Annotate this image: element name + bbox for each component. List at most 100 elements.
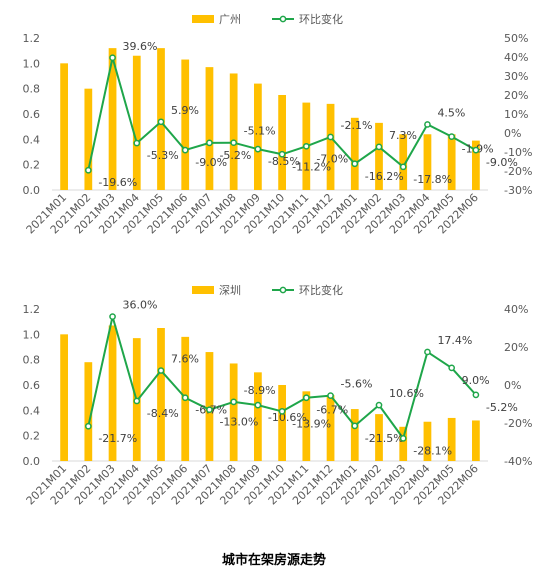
line-marker (254, 401, 262, 409)
legend-bar-swatch (192, 15, 214, 23)
left-axis-tick-label: 0.8 (23, 83, 41, 96)
line-data-label: -17.8% (413, 173, 452, 186)
line-marker (327, 133, 334, 141)
line-marker (84, 422, 92, 430)
line-data-label: -19.6% (98, 176, 137, 189)
left-axis-tick-label: 0.2 (23, 159, 41, 172)
line-data-label: -5.2% (486, 401, 518, 414)
bar (375, 122, 383, 190)
line-data-label: -28.1% (413, 444, 452, 457)
line-marker (133, 139, 141, 147)
line-data-label: -21.5% (365, 432, 404, 445)
legend-bar-label: 广州 (219, 13, 241, 26)
bar (278, 95, 286, 190)
line-marker (375, 143, 383, 151)
right-axis-tick-label: 40% (504, 303, 528, 316)
line-data-label: -7.0% (316, 152, 348, 165)
line-marker (278, 150, 286, 158)
line-marker (181, 394, 189, 402)
line-data-label: -9.0% (486, 156, 518, 169)
line-data-label: -10.6% (268, 411, 307, 424)
line-marker (351, 422, 359, 430)
right-axis-tick-label: 50% (504, 32, 528, 45)
legend-bar-swatch (192, 286, 214, 294)
bar (472, 140, 480, 190)
line-data-label: -11.2% (292, 160, 331, 173)
bar (132, 55, 141, 190)
left-axis-tick-label: 1.2 (23, 32, 41, 45)
bar (423, 134, 432, 190)
line-data-label: -6.7% (316, 404, 348, 417)
bar (423, 421, 432, 461)
line-data-label: -8.9% (244, 384, 276, 397)
line-marker (399, 435, 407, 442)
line-marker (157, 367, 165, 374)
line-data-label: -5.1% (244, 125, 276, 138)
bar (399, 426, 408, 461)
line-data-label: 7.6% (171, 353, 199, 366)
left-axis-tick-label: 0.6 (23, 108, 41, 121)
line-marker (181, 146, 189, 154)
bar (84, 88, 93, 190)
left-axis-tick-label: 0.4 (23, 404, 41, 417)
legend-line-label: 环比变化 (299, 283, 343, 297)
bar (326, 103, 335, 190)
bar (375, 414, 383, 461)
line-data-label: -5.6% (341, 378, 373, 391)
line-data-label: -16.2% (365, 170, 404, 183)
bar (399, 134, 408, 190)
line-data-label: -5.3% (147, 149, 179, 162)
bar (278, 385, 286, 461)
line-data-label: -9.0% (195, 156, 227, 169)
line-marker (448, 364, 456, 372)
line-marker (327, 392, 334, 399)
line-marker (109, 313, 116, 320)
legend-bar-label: 深圳 (219, 284, 241, 297)
right-axis-tick-label: -40% (504, 455, 532, 468)
bar (447, 134, 456, 190)
legend-line-marker (279, 15, 287, 23)
right-axis-tick-label: -20% (504, 417, 532, 430)
right-axis-tick-label: -30% (504, 184, 532, 197)
chart-canvas: 广州 环比变化0.00.20.40.60.81.01.2-30%-20%-10%0… (23, 12, 533, 508)
right-axis-tick-label: 30% (504, 70, 528, 83)
legend-line-marker (279, 286, 287, 294)
line-marker (109, 54, 116, 62)
right-axis-tick-label: 0% (504, 379, 521, 392)
line-marker (351, 160, 359, 168)
bar (181, 59, 190, 191)
bar (229, 363, 238, 461)
line-marker (206, 139, 213, 147)
bar (108, 325, 117, 461)
line-data-label: -5.2% (219, 149, 251, 162)
right-axis-tick-label: 0% (504, 127, 521, 140)
line-data-label: -13.0% (219, 416, 258, 429)
left-axis-tick-label: 0.0 (23, 184, 41, 197)
line-data-label: 36.0% (123, 299, 158, 312)
bar (447, 417, 456, 461)
line-data-label: 7.3% (389, 129, 417, 142)
bar (254, 372, 262, 461)
bar (302, 391, 311, 461)
bar (84, 362, 93, 461)
bar (157, 328, 165, 461)
line-data-label: -13.9% (292, 417, 331, 430)
right-axis-tick-label: 10% (504, 108, 528, 121)
line-marker (399, 163, 407, 171)
left-axis-tick-label: 1.0 (23, 57, 41, 70)
bar (205, 67, 214, 190)
line-data-label: -21.7% (98, 432, 137, 445)
left-axis-tick-label: 1.2 (23, 303, 41, 316)
line-marker (448, 133, 456, 140)
left-axis-tick-label: 1.0 (23, 328, 41, 341)
bar (350, 117, 359, 190)
line-data-label: 4.5% (437, 106, 465, 119)
line-marker (472, 391, 480, 399)
line-marker (84, 166, 92, 174)
bar (472, 420, 480, 461)
left-axis-tick-label: 0.4 (23, 133, 41, 146)
line-marker (424, 121, 431, 128)
line-data-label: -8.4% (147, 407, 179, 420)
bar (254, 83, 262, 190)
line-marker (254, 145, 262, 153)
